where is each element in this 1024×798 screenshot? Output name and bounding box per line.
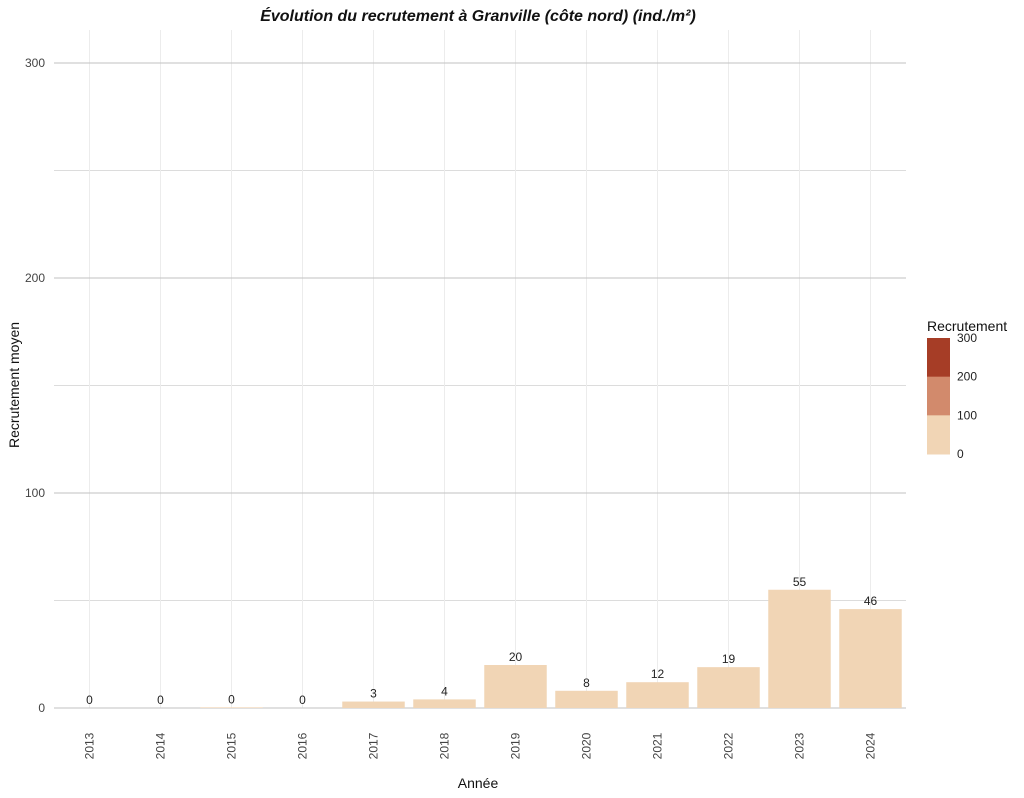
- bar-value-label: 46: [864, 594, 878, 608]
- legend-color-segment: [927, 338, 950, 378]
- chart-title: Évolution du recrutement à Granville (cô…: [260, 6, 696, 25]
- x-tick-label: 2022: [722, 732, 736, 759]
- x-tick-label: 2023: [793, 732, 807, 759]
- bar: [200, 707, 263, 708]
- legend-tick-label: 100: [957, 408, 977, 422]
- bar-value-label: 0: [299, 693, 306, 707]
- bar-value-label: 19: [722, 652, 736, 666]
- x-tick-label: 2024: [864, 732, 878, 759]
- legend: Recrutement 0 100 200 300: [927, 318, 1007, 461]
- bar: [555, 690, 618, 708]
- x-tick-label: 2016: [296, 732, 310, 759]
- x-tick-label: 2017: [367, 732, 381, 759]
- x-tick-label: 2020: [580, 732, 594, 759]
- bar: [697, 667, 760, 708]
- bar: [768, 589, 831, 708]
- y-tick-label: 0: [38, 701, 45, 715]
- bars: 0 0 0 0 3 4 20 8 12 19 55 46: [86, 575, 902, 708]
- bar-value-label: 20: [509, 650, 523, 664]
- bar-value-label: 0: [228, 692, 235, 706]
- bar-value-label: 4: [441, 684, 448, 698]
- bar-value-label: 8: [583, 676, 590, 690]
- bar-value-label: 12: [651, 667, 665, 681]
- y-axis-label: Recrutement moyen: [6, 322, 22, 448]
- legend-tick-label: 0: [957, 447, 964, 461]
- x-axis-label: Année: [458, 775, 499, 791]
- x-tick-label: 2018: [438, 732, 452, 759]
- bar: [342, 701, 405, 708]
- x-tick-label: 2019: [509, 732, 523, 759]
- bar: [626, 682, 689, 708]
- y-tick-label: 300: [25, 56, 45, 70]
- bar-value-label: 3: [370, 687, 377, 701]
- bar-value-label: 0: [86, 693, 93, 707]
- bar: [484, 665, 547, 708]
- legend-tick-label: 200: [957, 370, 977, 384]
- legend-title: Recrutement: [927, 318, 1007, 334]
- legend-color-segment: [927, 376, 950, 416]
- bar-value-label: 0: [157, 693, 164, 707]
- y-tick-label: 200: [25, 271, 45, 285]
- legend-tick-label: 300: [957, 331, 977, 345]
- x-tick-label: 2021: [651, 732, 665, 759]
- x-tick-label: 2013: [83, 732, 97, 759]
- legend-color-segment: [927, 415, 950, 455]
- y-axis: 0 100 200 300: [25, 56, 45, 715]
- y-tick-label: 100: [25, 486, 45, 500]
- bar: [839, 609, 902, 708]
- x-tick-label: 2014: [154, 732, 168, 759]
- x-axis: 2013 2014 2015 2016 2017 2018 2019 2020 2021 2022…: [83, 732, 878, 759]
- x-tick-label: 2015: [225, 732, 239, 759]
- bar: [413, 699, 476, 708]
- bar-value-label: 55: [793, 575, 807, 589]
